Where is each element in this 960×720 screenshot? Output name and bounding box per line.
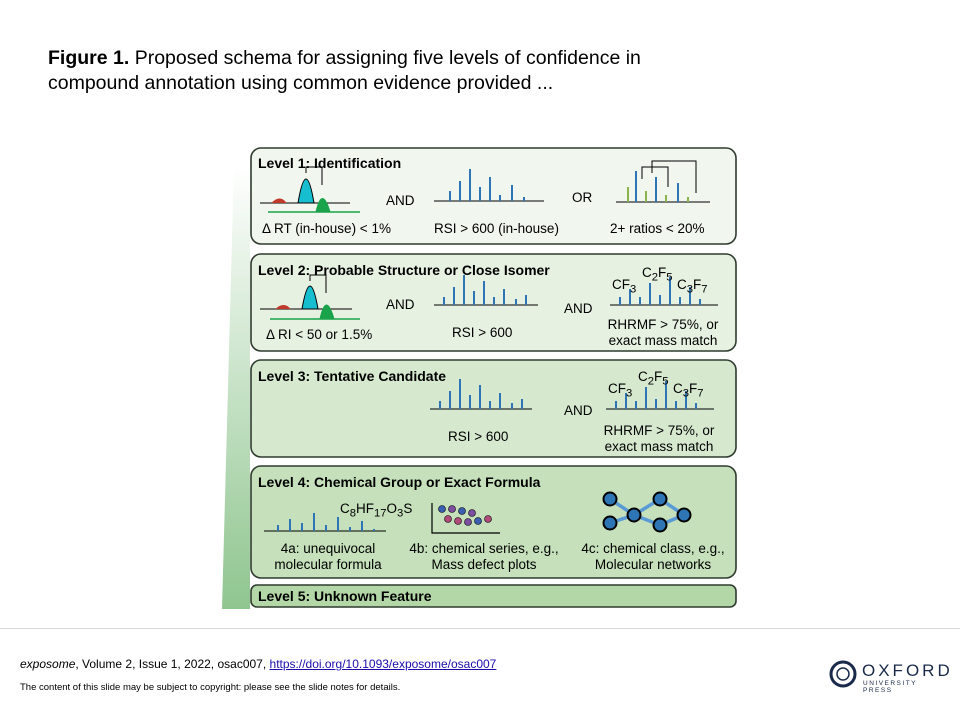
level-1-joiner-or: OR [572,190,593,205]
level-2-hr-spectrum [610,277,718,306]
level-2-rsi-criterion: RSI > 600 [452,325,513,340]
citation: exposome, Volume 2, Issue 1, 2022, osac0… [20,657,496,671]
level-1-title: Level 1: Identification [258,155,402,171]
level-3-exact-mass-criterion: exact mass match [604,439,714,454]
level-1-rt-criterion: Δ RT (in-house) < 1% [262,221,391,236]
level-3-rsi-criterion: RSI > 600 [448,429,509,444]
level-2-chromatogram [260,274,360,320]
level-4-title: Level 4: Chemical Group or Exact Formula [258,474,541,490]
level-2-rhrmf-criterion: RHRMF > 75%, or [607,317,719,332]
level-4c-label: 4c: chemical class, e.g., [581,541,725,556]
oxford-logo: OXFORD UNIVERSITY PRESS [828,659,950,694]
level-2-fragment-c2f5: C2F5 [642,265,673,284]
confidence-wedge [222,165,250,609]
diagram-graphics [222,147,737,609]
level-1-rsi-criterion: RSI > 600 (in-house) [434,221,559,236]
level-1-joiner-and: AND [386,193,415,208]
level-3-fragment-c3f7: C3F7 [673,381,704,400]
oxford-crest-icon [829,660,857,688]
level-4b-label: 4b: chemical series, e.g., [409,541,559,556]
level-4c-molecular-network [602,491,692,533]
level-2-ri-criterion: Δ RI < 50 or 1.5% [266,327,373,342]
logo-subtitle: UNIVERSITY PRESS [863,680,917,694]
level-1-spectrum [434,169,544,202]
level-2-fragment-cf3: CF3 [612,277,637,296]
level-3-fragment-c2f5: C2F5 [638,369,669,388]
figure-caption: Figure 1. Proposed schema for assigning … [48,46,728,96]
level-3-fragment-cf3: CF3 [608,381,633,400]
level-1-ratio-spectrum [616,160,710,203]
level-1-ratio-criterion: 2+ ratios < 20% [610,221,705,236]
level-4b-sublabel: Mass defect plots [431,557,537,572]
caption-text: Proposed schema for assigning five level… [48,47,641,94]
doi-link[interactable]: https://doi.org/10.1093/exposome/osac007 [269,657,497,671]
level-1-box [250,147,737,245]
level-4b-mass-defect-plot [431,503,500,534]
level-4c-sublabel: Molecular networks [594,557,712,572]
level-2-spectrum [434,275,538,306]
level-2-joiner-and-1: AND [386,297,415,312]
level-4a-formula: C8HF17O3S [340,501,413,520]
level-3-joiner-and: AND [564,403,593,418]
level-1-chromatogram [260,166,360,213]
level-3-title: Level 3: Tentative Candidate [258,368,447,384]
level-4a-label: 4a: unequivocal [280,541,376,556]
level-3-hr-spectrum [606,381,714,410]
caption-label: Figure 1. [48,47,130,69]
level-5-box [250,584,737,608]
level-4a-spectrum [264,513,386,532]
level-2-title: Level 2: Probable Structure or Close Iso… [258,262,550,278]
level-5-title: Level 5: Unknown Feature [258,588,432,604]
confidence-levels-diagram: Level 1: Identification AND OR Δ RT (in-… [222,147,740,609]
level-2-joiner-and-2: AND [564,301,593,316]
copyright-notice: The content of this slide may be subject… [20,682,401,693]
logo-name: OXFORD [862,661,953,680]
level-3-spectrum [430,379,532,410]
citation-details: , Volume 2, Issue 1, 2022, osac007, [75,657,270,671]
level-3-rhrmf-criterion: RHRMF > 75%, or [603,423,715,438]
footer-divider [0,628,960,629]
level-4a-sublabel: molecular formula [274,557,382,572]
journal-name: exposome [20,657,76,671]
level-2-fragment-c3f7: C3F7 [677,277,708,296]
level-2-exact-mass-criterion: exact mass match [608,333,718,348]
